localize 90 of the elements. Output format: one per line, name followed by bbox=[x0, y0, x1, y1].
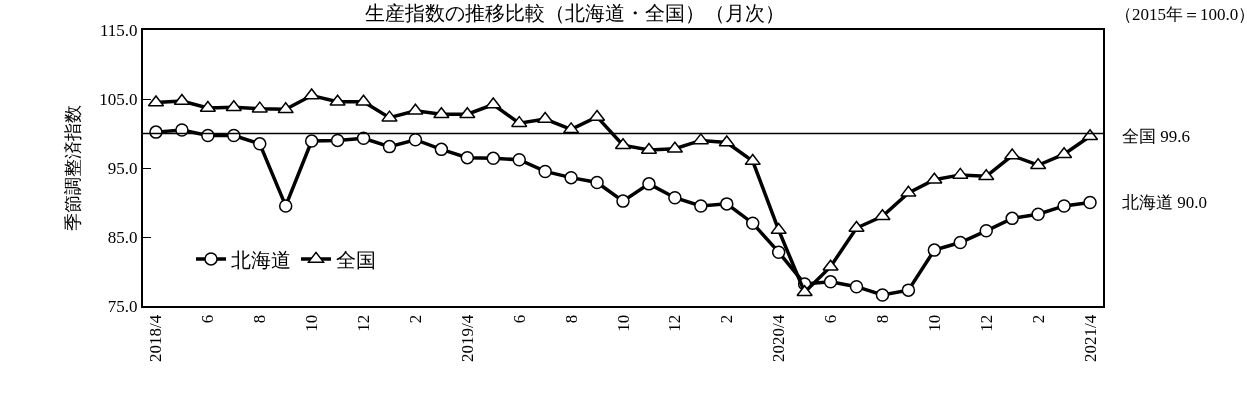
point bbox=[433, 106, 450, 119]
x-tick-label: 10 bbox=[613, 314, 633, 332]
x-tick-label: 8 bbox=[250, 314, 270, 324]
x-tick-label: 6 bbox=[821, 314, 841, 324]
point bbox=[381, 110, 398, 122]
point bbox=[875, 288, 890, 302]
point bbox=[874, 209, 891, 221]
point bbox=[927, 243, 942, 257]
point bbox=[536, 111, 554, 124]
x-tick-label: 6 bbox=[198, 314, 218, 324]
x-tick-label: 12 bbox=[976, 314, 996, 332]
point bbox=[538, 164, 552, 179]
point bbox=[512, 152, 526, 167]
legend-label: 全国 bbox=[336, 248, 376, 271]
y-tick-label: 115.0 bbox=[99, 20, 138, 40]
x-tick-label: 2 bbox=[717, 314, 737, 324]
point bbox=[668, 190, 682, 205]
point bbox=[253, 137, 267, 151]
point bbox=[720, 197, 734, 211]
point bbox=[459, 106, 476, 119]
point bbox=[952, 167, 969, 179]
point bbox=[822, 259, 839, 271]
x-tick-label: 6 bbox=[509, 314, 529, 324]
point bbox=[227, 128, 241, 143]
point bbox=[745, 216, 760, 230]
x-tick-label: 2018/4 bbox=[146, 314, 166, 363]
x-tick-label: 10 bbox=[924, 314, 944, 332]
point bbox=[640, 142, 658, 155]
point bbox=[616, 194, 630, 208]
point bbox=[175, 123, 189, 137]
point bbox=[900, 185, 917, 197]
point bbox=[1055, 146, 1073, 159]
legend-label: 北海道 bbox=[231, 248, 291, 271]
point bbox=[486, 151, 501, 166]
x-tick-label: 2019/4 bbox=[457, 314, 477, 363]
point bbox=[1083, 195, 1097, 210]
point bbox=[460, 150, 475, 165]
point bbox=[694, 199, 708, 213]
point bbox=[304, 134, 319, 148]
y-tick-label: 105.0 bbox=[99, 89, 138, 109]
point bbox=[1029, 157, 1047, 170]
point bbox=[382, 139, 397, 154]
point bbox=[771, 245, 786, 259]
point bbox=[434, 142, 449, 157]
point bbox=[356, 131, 371, 146]
x-tick-label: 10 bbox=[302, 314, 322, 332]
y-tick-label: 95.0 bbox=[107, 158, 138, 178]
point bbox=[355, 94, 372, 106]
point bbox=[744, 153, 761, 166]
point bbox=[901, 283, 916, 297]
x-tick-label: 2 bbox=[1028, 314, 1048, 324]
annotation: 北海道 90.0 bbox=[1122, 193, 1207, 212]
point bbox=[642, 177, 656, 191]
point bbox=[849, 279, 864, 294]
x-tick-label: 12 bbox=[665, 314, 685, 332]
x-tick-label: 8 bbox=[561, 314, 581, 324]
point bbox=[408, 132, 423, 147]
point bbox=[510, 115, 528, 128]
y-tick-label: 85.0 bbox=[107, 227, 138, 247]
point bbox=[329, 94, 346, 106]
point bbox=[330, 133, 345, 148]
point bbox=[590, 175, 604, 190]
chart-title: 生産指数の推移比較（北海道・全国）（月次） bbox=[365, 2, 785, 24]
text: （2015年＝100.0） bbox=[1115, 5, 1247, 24]
point bbox=[823, 275, 838, 289]
point bbox=[1031, 207, 1045, 221]
point bbox=[953, 235, 968, 250]
point bbox=[277, 102, 294, 114]
y-axis-title: 季節調整済指数 bbox=[63, 105, 84, 231]
annotation: 全国 99.6 bbox=[1122, 127, 1190, 146]
x-tick-label: 8 bbox=[872, 314, 892, 324]
point bbox=[979, 224, 993, 238]
x-tick-label: 2021/4 bbox=[1080, 314, 1100, 363]
y-tick-label: 75.0 bbox=[107, 296, 138, 316]
x-tick-label: 2020/4 bbox=[769, 314, 789, 363]
x-tick-label: 12 bbox=[354, 314, 374, 332]
point bbox=[1057, 199, 1071, 213]
point bbox=[173, 93, 191, 106]
point bbox=[926, 172, 943, 184]
point bbox=[614, 137, 632, 150]
point bbox=[564, 170, 578, 185]
point bbox=[485, 97, 502, 109]
point bbox=[407, 103, 424, 115]
point bbox=[796, 284, 813, 297]
point bbox=[278, 199, 293, 213]
point bbox=[848, 220, 865, 233]
point bbox=[1005, 211, 1019, 226]
point bbox=[770, 222, 787, 235]
point bbox=[303, 88, 320, 100]
x-tick-label: 2 bbox=[405, 314, 425, 324]
